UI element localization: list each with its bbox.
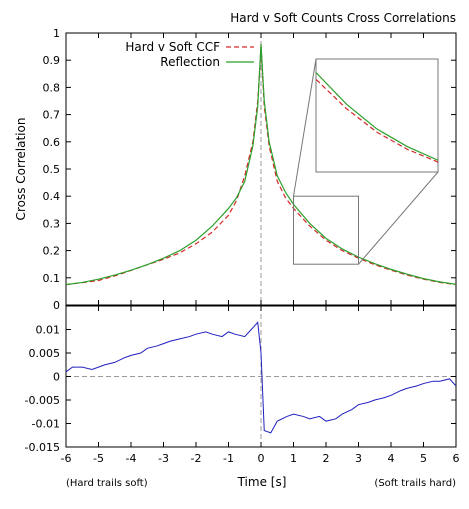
y-tick-label: 0.4 — [43, 190, 61, 203]
bottom-panel: -0.015 -0.01 -0.005 0 0.005 0.01 -6 -5 -4 -3 -2 -1 0… — [25, 305, 460, 465]
x-tick-label: -2 — [191, 452, 202, 465]
inset-connector — [293, 58, 317, 197]
legend-label: Hard v Soft CCF — [125, 40, 220, 54]
x-tick-label: 6 — [453, 452, 460, 465]
inset-frame — [315, 58, 439, 173]
x-tick-label: -5 — [93, 452, 104, 465]
x-tick-label: 1 — [290, 452, 297, 465]
legend-label: Reflection — [160, 55, 220, 69]
annotation-right: (Soft trails hard) — [374, 478, 456, 489]
y-tick-label: 0.8 — [43, 81, 61, 94]
y-tick-label: 0.3 — [43, 217, 61, 230]
y-tick-label: -0.01 — [32, 418, 60, 431]
x-tick-label: 3 — [355, 452, 362, 465]
series-line-reflection — [65, 43, 457, 286]
inset-connector — [358, 171, 439, 265]
y-tick-label: 0.5 — [43, 163, 61, 176]
x-tick-label: 2 — [323, 452, 330, 465]
chart-title: Hard v Soft Counts Cross Correlations — [230, 11, 456, 25]
x-tick-label: 4 — [388, 452, 395, 465]
y-tick-label: 0.01 — [36, 324, 61, 337]
x-tick-label: -1 — [223, 452, 234, 465]
x-tick-label: 0 — [258, 452, 265, 465]
y-tick-label: 0.9 — [43, 54, 61, 67]
y-tick-label: 0 — [53, 371, 60, 384]
y-tick-label: 1 — [53, 27, 60, 40]
x-tick-label: -6 — [61, 452, 72, 465]
y-axis-label: Cross Correlation — [14, 118, 28, 221]
top-panel: 0 0.1 0.2 0.3 0.4 0.5 0.6 0.7 0.8 0.9 1 Hard v Soft… — [43, 27, 457, 312]
y-tick-label: 0.2 — [43, 245, 61, 258]
y-tick-label: -0.015 — [25, 441, 60, 454]
y-tick-label: 0 — [53, 299, 60, 312]
y-tick-label: 0.6 — [43, 136, 61, 149]
x-tick-label: 5 — [420, 452, 427, 465]
annotation-left: (Hard trails soft) — [66, 478, 148, 489]
y-tick-label: 0.005 — [29, 347, 61, 360]
x-axis-label: Time [s] — [237, 475, 287, 489]
y-tick-label: 0.7 — [43, 109, 61, 122]
zoom-region-box — [293, 195, 359, 265]
y-tick-label: -0.005 — [25, 394, 60, 407]
x-tick-label: -4 — [126, 452, 137, 465]
y-tick-label: 0.1 — [43, 272, 61, 285]
x-tick-label: -3 — [158, 452, 169, 465]
residual-line-0 — [65, 321, 457, 434]
